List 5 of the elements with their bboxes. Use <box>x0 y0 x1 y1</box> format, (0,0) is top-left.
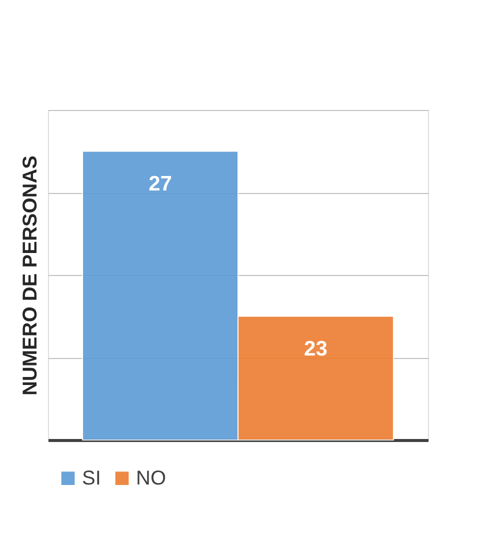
data-label: 27 <box>148 172 172 196</box>
legend-label: NO <box>136 467 166 490</box>
legend-label: SI <box>82 467 101 490</box>
data-label: 23 <box>304 337 328 360</box>
y-axis-title: NUMERO DE PERSONAS <box>20 155 42 396</box>
